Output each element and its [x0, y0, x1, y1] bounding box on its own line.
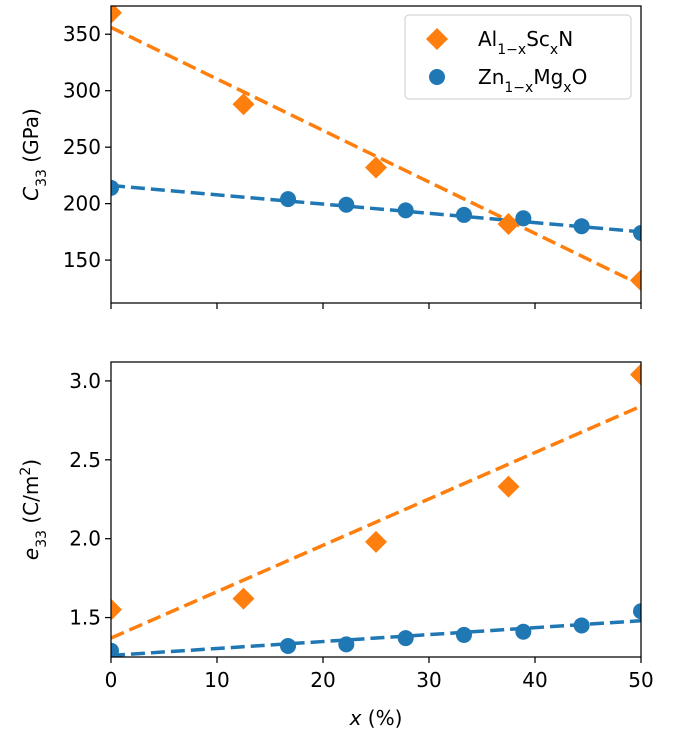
znmgo-point	[280, 191, 297, 208]
znmgo-point	[633, 224, 641, 241]
znmgo-point	[633, 603, 641, 620]
y-tick-label: 250	[63, 135, 101, 159]
y-tick-label: 2.0	[69, 527, 101, 551]
alscn-point	[111, 598, 122, 621]
y-tick-label: 3.0	[69, 369, 101, 393]
alscn-legend-label: Al1−xScxN	[478, 27, 573, 58]
alscn-point	[497, 212, 520, 235]
x-tick-label: 40	[522, 668, 547, 692]
x-tick-label: 30	[416, 668, 441, 692]
znmgo-point	[515, 623, 532, 640]
x-tick-label: 20	[310, 668, 335, 692]
znmgo-point	[338, 196, 355, 213]
alscn-fit-line	[111, 404, 641, 640]
y-tick-label: 150	[63, 248, 101, 272]
plot-frame	[110, 5, 642, 304]
znmgo-point	[397, 202, 414, 219]
znmgo-point	[111, 179, 119, 196]
znmgo-point	[280, 637, 297, 654]
panel-top: 150 200 250 300 350 C33 (GPa)	[19, 5, 642, 309]
alscn-point	[365, 530, 387, 553]
panel-bottom: 1.5 2.0 2.5 3.0 0 10 20 30 40 50 e33 (C/m2) x (%)	[18, 361, 654, 730]
alscn-point	[232, 93, 255, 116]
znmgo-point	[111, 642, 119, 657]
y-axis-label: C33 (GPa)	[19, 108, 50, 201]
alscn-point	[630, 269, 641, 292]
znmgo-point	[397, 630, 414, 647]
znmgo-legend-label: Zn1−xMgxO	[478, 65, 587, 96]
y-tick-label: 2.5	[69, 448, 101, 472]
y-tick-label: 350	[63, 22, 101, 46]
znmgo-point	[338, 636, 355, 653]
alscn-point	[232, 587, 255, 610]
y-axis-label: e33 (C/m2)	[18, 459, 50, 560]
plot-frame	[110, 361, 642, 658]
znmgo-fit-line	[111, 618, 641, 657]
alscn-legend-marker	[426, 28, 448, 50]
x-tick-label: 50	[628, 668, 653, 692]
znmgo-point	[573, 617, 590, 634]
znmgo-point	[573, 218, 590, 235]
legend: Al1−xScxN Zn1−xMgxO	[404, 14, 632, 100]
x-tick-label: 0	[105, 668, 118, 692]
y-tick-label: 200	[63, 192, 101, 216]
y-tick-label: 1.5	[69, 606, 101, 630]
znmgo-point	[455, 206, 472, 223]
alscn-point	[497, 475, 520, 498]
alscn-point	[365, 156, 387, 179]
znmgo-legend-marker	[429, 69, 445, 85]
alscn-fit-line	[111, 25, 641, 287]
znmgo-point	[515, 210, 532, 227]
alscn-point	[630, 363, 641, 386]
znmgo-fit-line	[111, 183, 641, 234]
y-tick-label: 300	[63, 79, 101, 103]
legend-box	[404, 14, 632, 100]
alscn-point	[111, 6, 122, 24]
znmgo-point	[455, 626, 472, 643]
x-axis-label: x (%)	[349, 706, 403, 730]
x-tick-label: 10	[204, 668, 229, 692]
